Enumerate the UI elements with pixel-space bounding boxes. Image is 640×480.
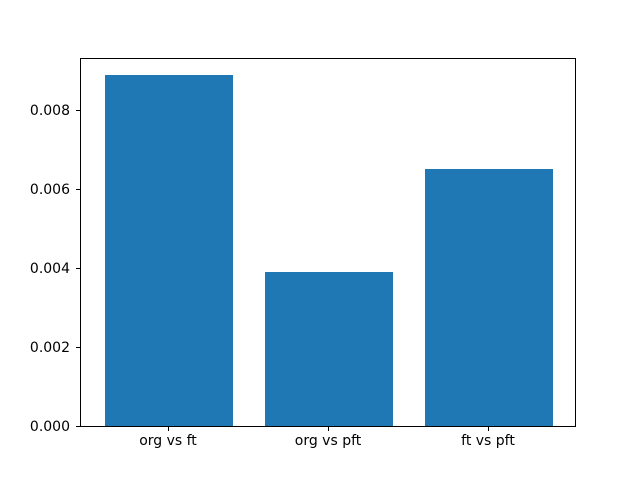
y-tick-label: 0.006 (29, 182, 70, 199)
bar-org-vs-ft (105, 74, 233, 426)
y-tick-label: 0.000 (29, 419, 70, 435)
y-tick-label: 0.002 (29, 340, 70, 357)
y-tick-mark (76, 189, 80, 191)
bar-ft-vs-pft (425, 169, 553, 426)
x-tick-mark (168, 427, 169, 431)
x-tick-label: org vs pft (294, 433, 362, 449)
y-tick-label: 0.008 (29, 103, 70, 120)
x-tick-mark (328, 427, 329, 431)
plot-area (80, 58, 576, 427)
x-tick-mark (488, 427, 489, 431)
x-tick-label: org vs ft (139, 433, 197, 449)
y-tick-mark (76, 426, 80, 427)
y-tick-mark (76, 110, 80, 112)
y-tick-mark (76, 347, 80, 349)
x-tick-label: ft vs pft (461, 433, 515, 449)
bar-org-vs-pft (265, 272, 393, 426)
y-tick-mark (76, 268, 80, 270)
y-tick-label: 0.004 (29, 261, 70, 278)
